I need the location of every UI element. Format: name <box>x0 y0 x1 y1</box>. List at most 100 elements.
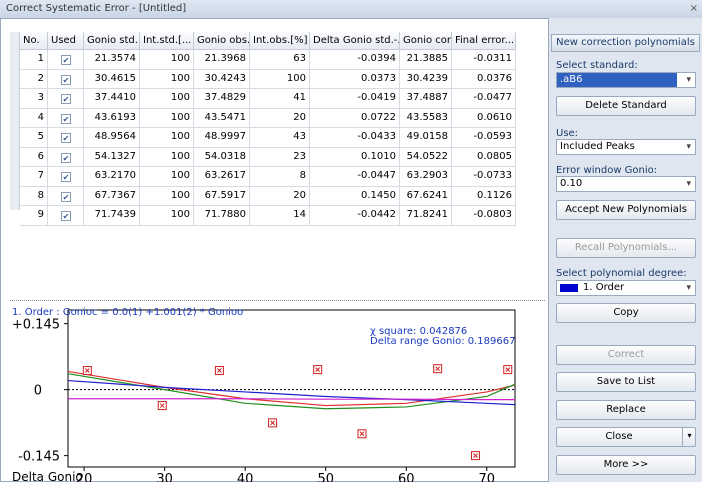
table-cell: -0.0394 <box>310 50 400 70</box>
title-bar: Correct Systematic Error - [Untitled] × <box>0 0 702 18</box>
annotation: Delta range Gonio: 0.189667 <box>370 336 515 347</box>
label: Select standard: <box>556 60 638 71</box>
table-cell: -0.0593 <box>452 128 516 148</box>
table-cell: 100 <box>140 69 194 89</box>
table-cell: -0.0433 <box>310 128 400 148</box>
table-cell: -0.0311 <box>452 50 516 70</box>
copy-button[interactable]: Copy <box>556 303 696 323</box>
degree-dropdown[interactable]: 1. Order <box>556 280 696 296</box>
y-tick-label: -0.145 <box>18 450 60 465</box>
x-tick-label: 40 <box>237 472 254 482</box>
x-tick-label: 70 <box>479 472 496 482</box>
plot-title: 1. Order : Gonioc = 0.0(1) +1.001(2) * G… <box>12 307 243 318</box>
table-cell: 2 <box>20 69 48 89</box>
column-header[interactable]: Gonio std. <box>84 32 140 50</box>
table-cell: 30.4239 <box>400 69 452 89</box>
table-cell: 21.3574 <box>84 50 140 70</box>
table-cell: 21.3885 <box>400 50 452 70</box>
table-cell: 67.5917 <box>194 186 250 206</box>
table-cell: 8 <box>250 167 310 187</box>
column-header[interactable]: Gonio obs. <box>194 32 250 50</box>
used-cell: ✔ <box>48 69 84 89</box>
table-cell: 63.2170 <box>84 167 140 187</box>
point <box>268 418 278 428</box>
point <box>503 365 513 375</box>
column-header[interactable]: Gonio cor. <box>400 32 452 50</box>
table-cell: 21.3968 <box>194 50 250 70</box>
table-cell: 100 <box>140 206 194 226</box>
table-cell: 9 <box>20 206 48 226</box>
annotation: χ square: 0.042876 <box>370 326 467 337</box>
delete-button[interactable]: Delete Standard <box>556 96 696 116</box>
label: Use: <box>556 128 579 139</box>
accept-button[interactable]: Accept New Polynomials <box>556 200 696 220</box>
table-cell: 0.1126 <box>452 186 516 206</box>
plot: 1. Order : Gonioc = 0.0(1) +1.001(2) * G… <box>12 307 516 482</box>
used-cell: ✔ <box>48 147 84 167</box>
label: Error window Gonio: <box>556 165 658 176</box>
x-tick-label: 50 <box>317 472 334 482</box>
plot-frame <box>67 309 516 468</box>
checkbox[interactable]: ✔ <box>61 152 71 163</box>
replace-button[interactable]: Replace <box>556 400 696 420</box>
table-cell: 49.0158 <box>400 128 452 148</box>
column-header[interactable]: Used <box>48 32 84 50</box>
table-cell: 20 <box>250 108 310 128</box>
table-cell: 100 <box>140 147 194 167</box>
column-header[interactable]: Int.std.[... <box>140 32 194 50</box>
curve <box>67 373 516 410</box>
checkbox[interactable]: ✔ <box>61 172 71 182</box>
curve <box>68 398 515 401</box>
table-cell: 0.0805 <box>452 147 516 167</box>
table-cell: 100 <box>250 69 310 89</box>
checkbox[interactable]: ✔ <box>61 133 71 143</box>
table-cell: 37.4887 <box>400 89 452 109</box>
label: Select polynomial degree: <box>556 268 687 279</box>
close-split[interactable]: ▾ <box>682 427 696 447</box>
table-cell: 43.6193 <box>84 108 140 128</box>
close-x[interactable]: × <box>689 3 698 14</box>
table-cell: 0.1450 <box>310 186 400 206</box>
table-cell: 37.4829 <box>194 89 250 109</box>
table-cell: 0.0722 <box>310 108 400 128</box>
column-header[interactable]: No. <box>20 32 48 50</box>
point <box>433 364 443 374</box>
table-cell: -0.0733 <box>452 167 516 187</box>
point <box>214 366 224 376</box>
table-cell: 0.0610 <box>452 108 516 128</box>
table-cell: 23 <box>250 147 310 167</box>
table-cell: 1 <box>20 50 48 70</box>
table-cell: 4 <box>20 108 48 128</box>
checkbox[interactable]: ✔ <box>61 113 71 124</box>
used-cell: ✔ <box>48 128 84 148</box>
table-cell: 43.5471 <box>194 108 250 128</box>
error-window-dropdown[interactable]: 0.10 <box>556 176 696 192</box>
column-header[interactable]: Delta Gonio std.-... <box>310 32 400 50</box>
table-cell: 0.0373 <box>310 69 400 89</box>
table-cell: 43.5583 <box>400 108 452 128</box>
checkbox[interactable]: ✔ <box>61 74 71 85</box>
checkbox[interactable]: ✔ <box>61 211 71 221</box>
checkbox[interactable]: ✔ <box>61 55 71 65</box>
standard-dropdown[interactable]: .aB6 <box>556 72 696 88</box>
checkbox[interactable]: ✔ <box>61 191 71 202</box>
point <box>82 366 92 376</box>
table-cell: 100 <box>140 186 194 206</box>
table-cell: 30.4243 <box>194 69 250 89</box>
use-dropdown[interactable]: Included Peaks <box>556 139 696 155</box>
column-header[interactable]: Final error... <box>452 32 516 50</box>
table-cell: 63 <box>250 50 310 70</box>
point <box>313 365 323 375</box>
save-button[interactable]: Save to List <box>556 372 696 392</box>
table-cell: 0.0376 <box>452 69 516 89</box>
table-cell: 71.7439 <box>84 206 140 226</box>
table-cell: 48.9997 <box>194 128 250 148</box>
recall-button: Recall Polynomials... <box>556 238 696 258</box>
checkbox[interactable]: ✔ <box>61 94 71 104</box>
used-cell: ✔ <box>48 50 84 70</box>
more-button[interactable]: More >> <box>556 455 696 475</box>
close-button[interactable]: Close <box>556 427 696 447</box>
table-cell: -0.0447 <box>310 167 400 187</box>
column-header[interactable]: Int.obs.[%] <box>250 32 310 50</box>
splitter[interactable] <box>10 300 545 302</box>
